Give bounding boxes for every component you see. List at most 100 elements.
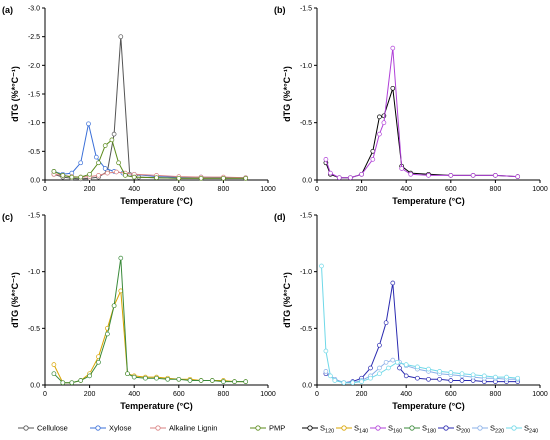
legend-marker — [155, 425, 161, 431]
data-point — [243, 175, 249, 181]
data-point — [390, 45, 396, 51]
legend-right: S120 S140 S160 S180 S200 S220 S240 — [302, 424, 538, 435]
data-point — [69, 380, 75, 386]
data-point — [198, 378, 204, 383]
data-point — [383, 359, 389, 365]
legend-marker — [511, 425, 517, 431]
data-point — [448, 370, 454, 375]
x-tick-label: 800 — [218, 186, 230, 193]
data-point — [481, 373, 487, 379]
data-point — [87, 373, 92, 379]
data-point — [69, 174, 75, 180]
legend-label-sub: 160 — [393, 429, 402, 435]
data-point — [243, 379, 249, 384]
legend-item: S160 — [370, 424, 402, 435]
data-point — [493, 374, 498, 380]
data-point — [165, 376, 171, 382]
data-point — [105, 170, 110, 176]
legend-label-main: S — [388, 424, 393, 433]
legend-item: S120 — [302, 424, 334, 435]
data-point — [390, 85, 396, 91]
data-point — [111, 303, 117, 309]
data-point — [493, 173, 498, 178]
y-tick-label: -1.0 — [300, 269, 312, 276]
data-point — [377, 131, 382, 137]
data-point — [93, 154, 99, 160]
legend-item: S200 — [438, 424, 470, 435]
data-point — [221, 175, 226, 181]
legend-label: Xylose — [109, 424, 132, 433]
legend-label-sub: 200 — [461, 429, 470, 435]
data-point — [426, 366, 431, 372]
x-tick-label: 600 — [173, 391, 185, 398]
panel-label: (c) — [2, 212, 13, 222]
x-axis-label: Temperature (°C) — [392, 196, 464, 206]
legend-marker — [255, 425, 261, 431]
data-point — [323, 348, 329, 354]
legend-label-main: S — [524, 424, 529, 433]
legend-label: S160 — [388, 424, 402, 435]
data-point — [515, 375, 521, 381]
data-point — [114, 169, 119, 175]
legend-marker — [95, 425, 101, 431]
data-point — [348, 175, 353, 181]
data-point — [96, 173, 101, 178]
data-point — [370, 157, 376, 162]
series — [51, 255, 249, 386]
y-tick-label: -1.0 — [28, 269, 40, 276]
panel-label: (d) — [274, 212, 286, 222]
legend-label-main: S — [320, 424, 325, 433]
data-point — [78, 160, 84, 166]
data-point — [470, 173, 476, 178]
legend-label-sub: 140 — [359, 429, 368, 435]
x-tick-label: 200 — [356, 391, 368, 398]
y-tick-label: -0.5 — [300, 326, 312, 333]
data-point — [209, 378, 215, 383]
data-point — [102, 143, 108, 148]
y-tick-label: -0.5 — [28, 149, 40, 156]
data-point — [323, 369, 329, 374]
data-point — [51, 169, 57, 174]
data-point — [350, 380, 356, 386]
data-point — [359, 379, 364, 384]
series-line — [53, 288, 246, 384]
x-tick-label: 600 — [445, 391, 457, 398]
data-point — [118, 34, 124, 40]
x-tick-label: 0 — [315, 391, 319, 398]
data-point — [221, 379, 226, 384]
legend-label-main: S — [354, 424, 359, 433]
series-line — [325, 88, 518, 179]
x-tick-label: 800 — [490, 391, 502, 398]
y-tick-label: -1.0 — [300, 63, 312, 70]
y-axis-label: dTG (%*°C⁻¹) — [282, 66, 292, 122]
legend-item: PMP — [250, 424, 285, 433]
data-point — [96, 160, 101, 166]
data-point — [154, 375, 159, 381]
data-point — [122, 173, 128, 178]
x-tick-label: 200 — [84, 391, 96, 398]
data-point — [377, 365, 382, 371]
legend-label: S220 — [490, 424, 504, 435]
data-point — [109, 137, 115, 143]
data-point — [459, 371, 465, 377]
data-point — [403, 362, 409, 367]
series-line — [53, 139, 246, 179]
data-point — [448, 173, 454, 178]
y-tick-label: -1.5 — [300, 213, 312, 220]
data-point — [470, 372, 476, 378]
data-point — [437, 369, 442, 374]
legend-label-sub: 180 — [427, 429, 436, 435]
legend-item: S220 — [472, 424, 504, 435]
series-line — [53, 36, 246, 180]
legend-label: S120 — [320, 424, 334, 435]
chart-panel: 0 200 400 600 800 1000 0.0 -0.5 -1.0 -1.5 Temperat… — [2, 212, 276, 411]
data-point — [448, 378, 454, 383]
y-tick-label: 0.0 — [302, 383, 312, 390]
legend-label: S200 — [456, 424, 470, 435]
data-point — [118, 255, 124, 261]
data-point — [368, 365, 373, 371]
data-point — [105, 331, 110, 337]
chart-panel: 0 200 400 600 800 1000 0.0 -0.5 -1.0 -1.5 -2.0 -2.5… — [2, 5, 276, 206]
y-tick-label: 0.0 — [30, 383, 40, 390]
